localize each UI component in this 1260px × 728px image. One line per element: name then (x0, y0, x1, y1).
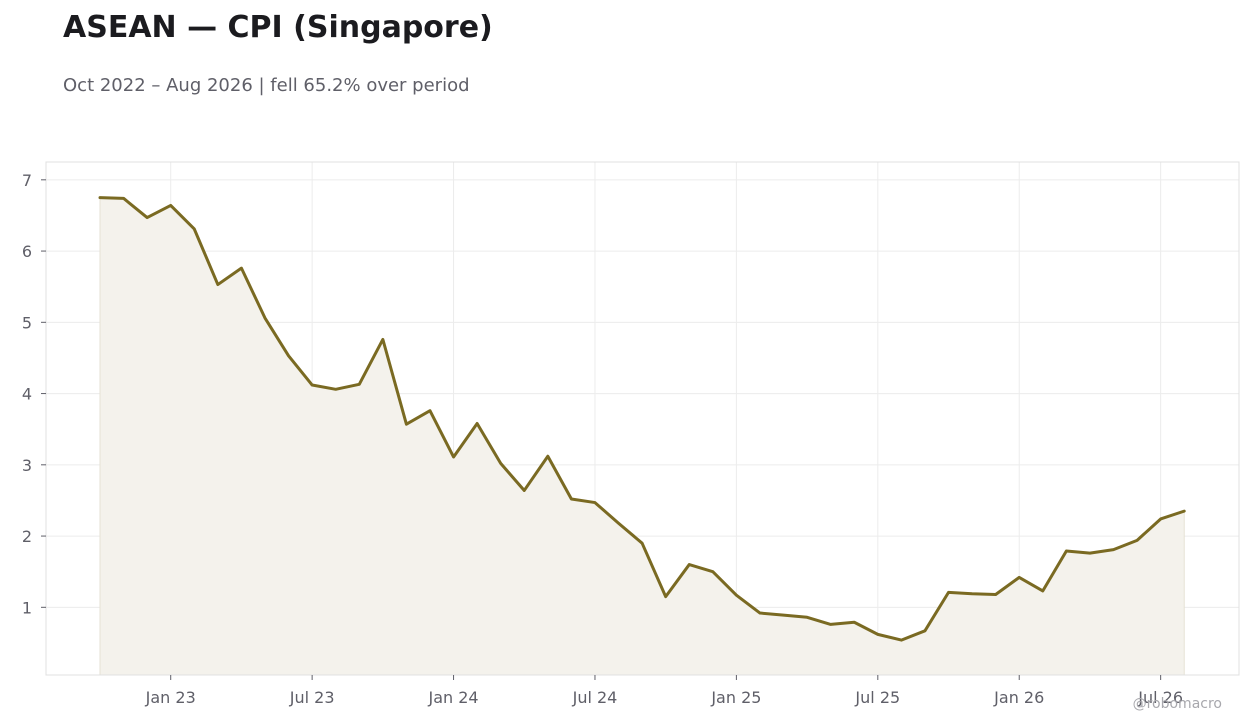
data-point (428, 409, 431, 412)
data-point (1136, 539, 1139, 542)
series-line (98, 196, 1186, 642)
data-point (758, 612, 761, 615)
data-point (193, 227, 196, 230)
x-tick-label: Jan 24 (427, 688, 478, 707)
data-point (782, 614, 785, 617)
data-point (334, 388, 337, 391)
data-point (971, 592, 974, 595)
data-point (711, 570, 714, 573)
data-point (499, 462, 502, 465)
data-point (853, 621, 856, 624)
data-point (216, 283, 219, 286)
data-point (1088, 552, 1091, 555)
data-point (546, 455, 549, 458)
x-tick-label: Jul 25 (854, 688, 900, 707)
data-point (381, 338, 384, 341)
y-tick-label: 1 (22, 598, 32, 617)
data-point (1159, 517, 1162, 520)
data-point (1183, 510, 1186, 513)
data-point (146, 216, 149, 219)
x-tick-label: Jan 26 (993, 688, 1044, 707)
data-point (641, 542, 644, 545)
data-point (99, 196, 102, 199)
data-point (311, 384, 314, 387)
data-point (1041, 589, 1044, 592)
x-tick-label: Jul 26 (1137, 688, 1183, 707)
data-point (617, 522, 620, 525)
data-point (593, 501, 596, 504)
data-point (240, 267, 243, 270)
data-point (735, 594, 738, 597)
y-tick-label: 4 (22, 385, 32, 404)
y-tick-label: 3 (22, 456, 32, 475)
x-tick-label: Jul 24 (572, 688, 618, 707)
data-point (806, 616, 809, 619)
data-point (688, 563, 691, 566)
data-point (900, 639, 903, 642)
data-point (358, 383, 361, 386)
y-tick-label: 5 (22, 313, 32, 332)
data-point (1112, 548, 1115, 551)
data-point (1018, 576, 1021, 579)
watermark: @robomacro (1132, 696, 1222, 712)
data-point (876, 633, 879, 636)
y-tick-label: 7 (22, 171, 32, 190)
data-point (263, 317, 266, 320)
data-point (664, 595, 667, 598)
data-point (570, 498, 573, 501)
data-point (287, 354, 290, 357)
data-point (947, 591, 950, 594)
plot-frame (45, 161, 1240, 676)
y-tick-label: 2 (22, 527, 32, 546)
area-fill (100, 197, 1185, 675)
data-point (405, 423, 408, 426)
x-tick-label: Jan 25 (710, 688, 761, 707)
chart-subtitle: Oct 2022 – Aug 2026 | fell 65.2% over pe… (63, 75, 470, 96)
chart-title: ASEAN — CPI (Singapore) (63, 10, 493, 45)
data-point (994, 593, 997, 596)
y-tick-label: 6 (22, 242, 32, 261)
data-point (169, 204, 172, 207)
data-point (523, 489, 526, 492)
x-tick-label: Jul 23 (289, 688, 335, 707)
data-point (829, 623, 832, 626)
data-point (452, 455, 455, 458)
data-point (923, 629, 926, 632)
data-point (1065, 550, 1068, 553)
x-tick-label: Jan 23 (145, 688, 196, 707)
data-point (122, 197, 125, 200)
data-point (476, 422, 479, 425)
